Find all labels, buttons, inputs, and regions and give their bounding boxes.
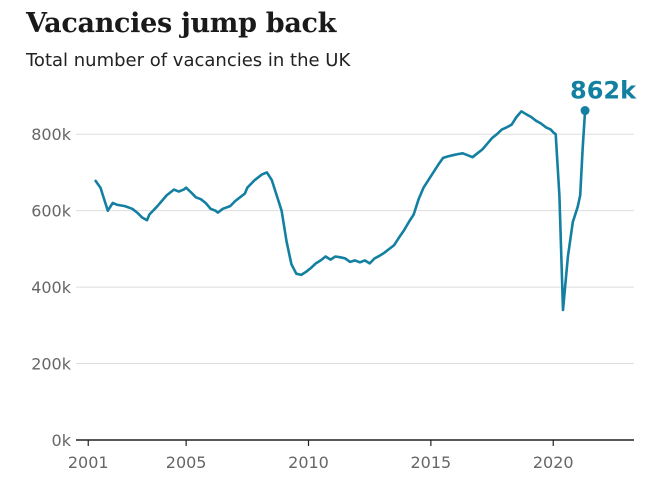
y-tick-label: 200k <box>31 355 72 374</box>
y-tick-label: 400k <box>31 278 72 297</box>
chart-title: Vacancies jump back <box>26 8 337 39</box>
x-tick-label: 2001 <box>68 453 109 472</box>
y-tick-labels: 0k 200k 400k 600k 800k <box>31 125 72 450</box>
x-ticks <box>87 440 554 446</box>
x-tick-label: 2015 <box>411 453 452 472</box>
y-tick-label: 800k <box>31 125 72 144</box>
x-tick-label: 2005 <box>166 453 207 472</box>
latest-value-marker <box>580 106 590 116</box>
x-tick-label: 2020 <box>533 453 574 472</box>
series-line <box>94 109 587 312</box>
x-tick-labels: 2001 2005 2010 2015 2020 <box>68 453 574 472</box>
y-tick-label: 0k <box>52 431 72 450</box>
x-tick-label: 2010 <box>288 453 329 472</box>
y-tick-label: 600k <box>31 202 72 221</box>
latest-value-label: 862k <box>570 77 637 105</box>
chart-subtitle: Total number of vacancies in the UK <box>26 50 351 71</box>
grid-lines <box>76 133 634 365</box>
